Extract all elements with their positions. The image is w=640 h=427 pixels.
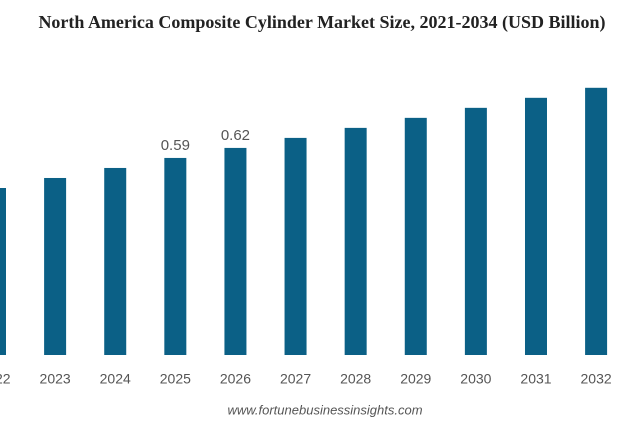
bar: [464, 107, 487, 355]
x-tick-label: 2027: [280, 371, 311, 387]
x-tick-label: 2022: [0, 371, 11, 387]
x-tick-label: 2031: [520, 371, 551, 387]
x-tick-label: 2026: [220, 371, 251, 387]
bar: [404, 117, 427, 355]
x-tick-label: 2025: [160, 371, 191, 387]
bar: [164, 157, 187, 355]
bar: [524, 97, 547, 355]
bar: [0, 188, 6, 355]
value-label: 0.59: [161, 137, 190, 154]
bar: [585, 87, 608, 356]
bar: [284, 137, 307, 355]
value-label: 0.62: [221, 127, 250, 144]
x-tick-label: 2030: [460, 371, 491, 387]
bar: [224, 147, 247, 355]
bar: [104, 167, 127, 355]
source: www.fortunebusinessinsights.com: [227, 402, 422, 417]
x-tick-label: 2023: [40, 371, 71, 387]
x-tick-label: 2029: [400, 371, 431, 387]
chart-title: North America Composite Cylinder Market …: [38, 12, 605, 33]
x-tick-label: 2024: [100, 371, 131, 387]
x-tick-label: 2032: [581, 371, 612, 387]
bar: [344, 127, 367, 355]
bar: [44, 177, 67, 355]
x-tick-label: 2028: [340, 371, 371, 387]
